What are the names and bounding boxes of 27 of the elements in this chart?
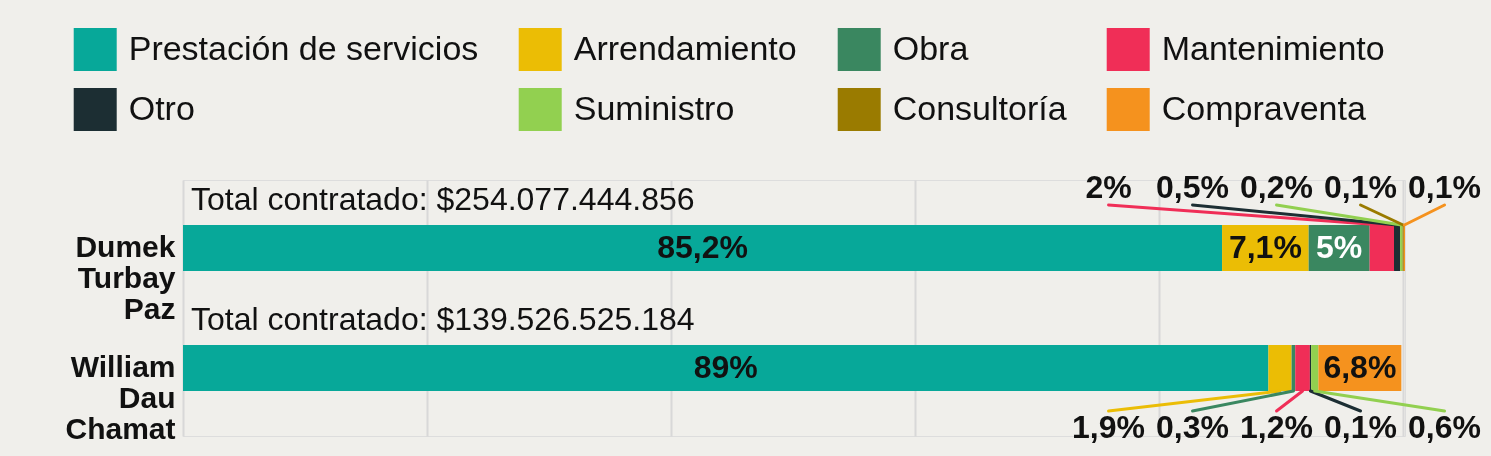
data-label: 0,1% bbox=[1324, 168, 1397, 205]
y-tick-label: Dumek Turbay Paz bbox=[75, 229, 176, 325]
y-tick-label: William Dau Chamat bbox=[65, 350, 176, 446]
legend-label: Obra bbox=[892, 28, 969, 67]
legend-label: Arrendamiento bbox=[573, 28, 797, 67]
data-label: 89% bbox=[693, 349, 758, 386]
annotation: Total contratado: $254.077.444.856 bbox=[191, 180, 695, 217]
data-label: 0,1% bbox=[1324, 409, 1397, 446]
data-label: 0,1% bbox=[1408, 168, 1481, 205]
legend-label: Suministro bbox=[573, 88, 735, 127]
data-label: 1,9% bbox=[1072, 409, 1145, 446]
data-label: 2% bbox=[1085, 168, 1132, 205]
data-label: 5% bbox=[1316, 228, 1363, 265]
legend-label: Compraventa bbox=[1161, 88, 1366, 127]
data-label: 0,3% bbox=[1156, 409, 1229, 446]
data-label: 0,2% bbox=[1240, 168, 1313, 205]
annotation: Total contratado: $139.526.525.184 bbox=[191, 301, 695, 338]
legend-label: Mantenimiento bbox=[1161, 28, 1385, 67]
data-label: 85,2% bbox=[657, 228, 748, 265]
data-label: 6,8% bbox=[1323, 349, 1397, 386]
data-label: 7,1% bbox=[1228, 228, 1302, 265]
legend-label: Prestación de servicios bbox=[128, 28, 479, 67]
data-label: 1,2% bbox=[1240, 409, 1313, 446]
legend-label: Otro bbox=[128, 88, 195, 127]
legend-label: Consultoría bbox=[892, 88, 1067, 127]
data-label: 0,6% bbox=[1408, 409, 1481, 446]
data-label: 0,5% bbox=[1156, 168, 1229, 205]
